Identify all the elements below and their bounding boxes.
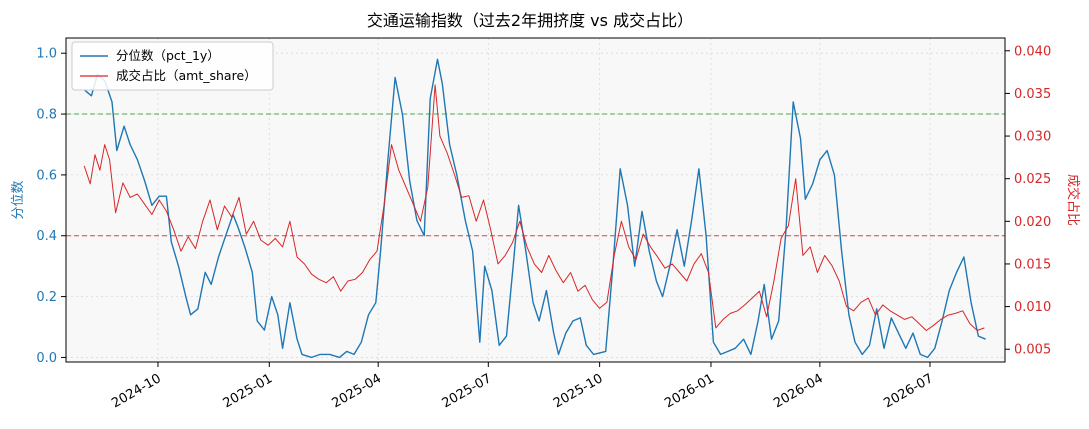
right-axis-tick-label: 0.010 [1014, 300, 1051, 315]
right-axis-tick-label: 0.040 [1014, 44, 1051, 59]
right-axis: 0.005 0.010 0.015 0.020 0.025 0.030 0.035 0.040 [1005, 44, 1051, 358]
x-axis-tick-label: 2025-04 [330, 371, 385, 411]
series-line-amt [83, 84, 985, 331]
x-axis-tick-label: 2026-07 [881, 371, 936, 411]
left-axis: 0.0 0.2 0.4 0.6 0.8 1.0 [36, 47, 66, 366]
right-axis-tick-label: 0.025 [1014, 172, 1051, 187]
x-axis-tick-label: 2026-01 [662, 371, 717, 411]
right-axis-label: 成交占比 [1065, 174, 1081, 226]
reference-lines [66, 113, 1005, 237]
chart-title: 交通运输指数（过去2年拥挤度 vs 成交占比） [367, 11, 693, 30]
left-axis-tick-label: 0.4 [36, 229, 57, 244]
left-axis-tick-label: 1.0 [36, 47, 57, 62]
legend: 分位数（pct_1y） 成交占比（amt_share） [71, 41, 274, 91]
right-axis-tick-label: 0.015 [1014, 257, 1051, 272]
legend-label-pct: 分位数（pct_1y） [116, 48, 220, 63]
legend-box [71, 41, 274, 91]
plot-frame [65, 37, 1006, 363]
left-axis-tick-label: 0.2 [36, 290, 57, 305]
x-axis-tick-label: 2024-10 [109, 371, 164, 411]
x-axis-tick-label: 2025-07 [440, 371, 495, 411]
left-axis-tick-label: 0.6 [36, 168, 57, 183]
x-axis-tick-label: 2025-01 [221, 371, 276, 411]
legend-label-amt: 成交占比（amt_share） [116, 68, 257, 83]
left-axis-label: 分位数 [11, 180, 26, 219]
right-axis-tick-label: 0.005 [1014, 343, 1051, 358]
series-layer [83, 58, 986, 359]
right-axis-tick-label: 0.030 [1014, 130, 1051, 145]
right-axis-tick-label: 0.020 [1014, 215, 1051, 230]
right-axis-tick-label: 0.035 [1014, 87, 1051, 102]
x-axis-tick-label: 2025-10 [551, 371, 606, 411]
left-axis-tick-label: 0.0 [36, 351, 57, 366]
series-line-pct [83, 58, 986, 359]
x-axis: 2024-10 2025-01 2025-04 2025-07 2025-10 2026-… [109, 362, 936, 411]
left-axis-tick-label: 0.8 [36, 108, 57, 123]
x-axis-tick-label: 2026-04 [771, 371, 826, 411]
